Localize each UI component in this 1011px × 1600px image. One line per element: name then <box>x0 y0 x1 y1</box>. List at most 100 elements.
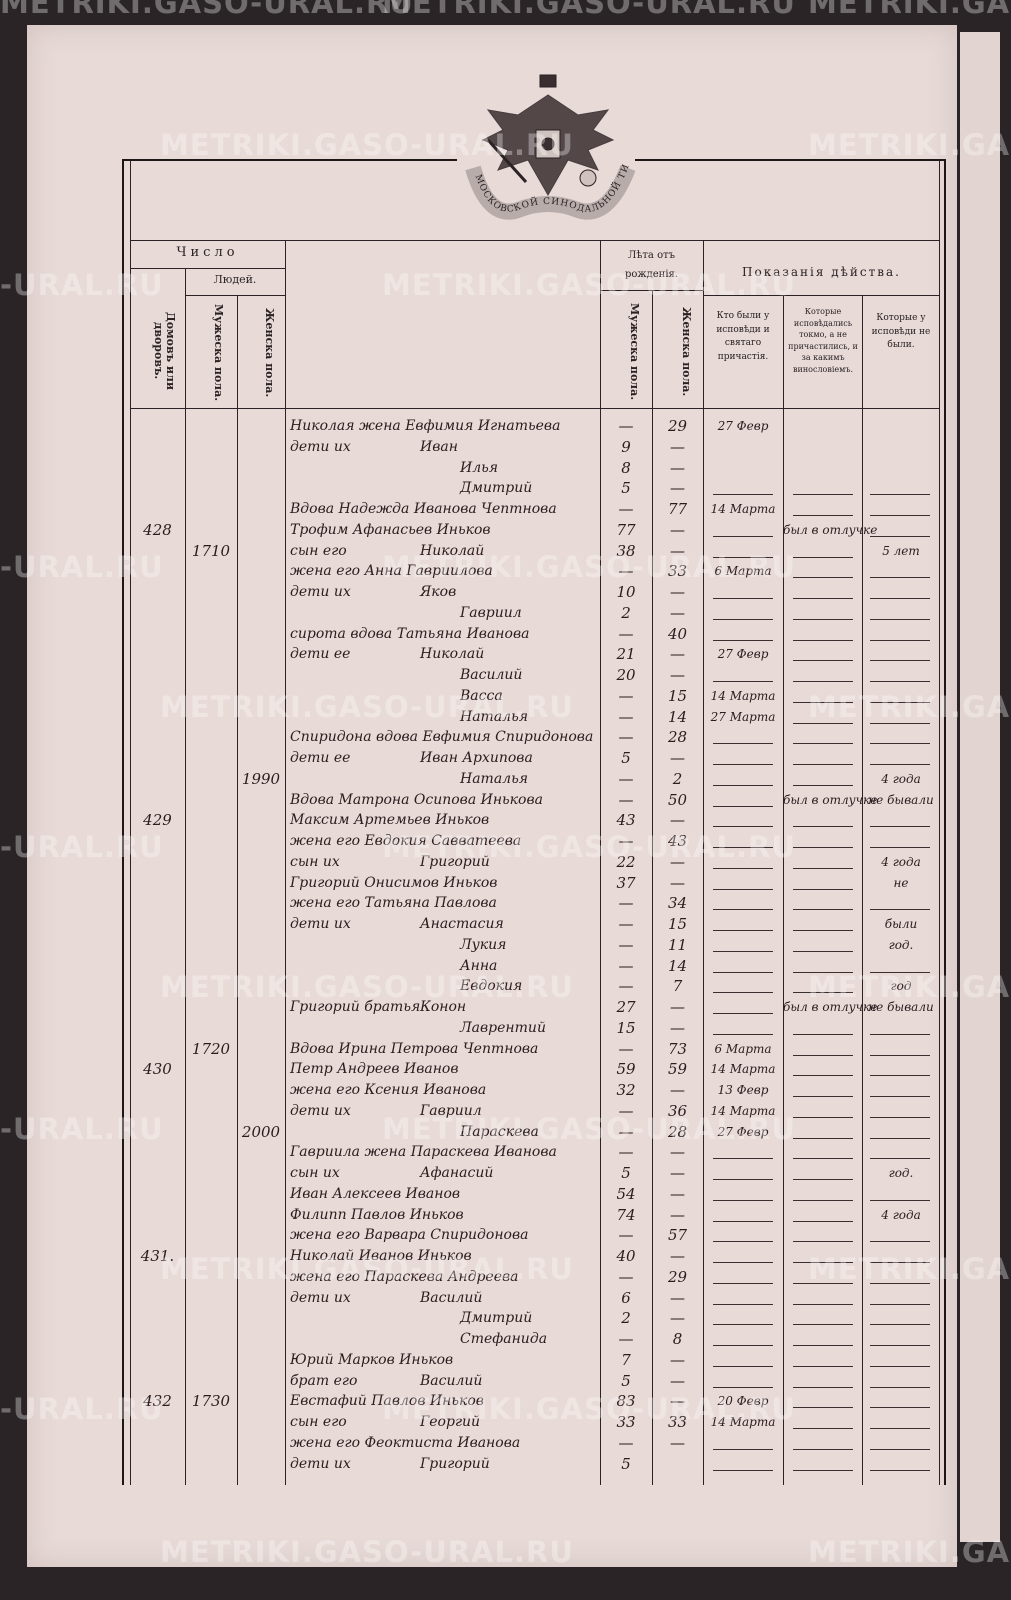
only-confessed-note: был в отлучке <box>783 1000 878 1014</box>
blank-dash <box>870 1324 930 1326</box>
blank-dash <box>870 1345 930 1346</box>
header-leta-female: Женска пола. <box>680 307 693 397</box>
only-confessed-note: был в отлучке <box>783 792 878 807</box>
watermark-text: METRIKI.GASO-URAL.RU <box>808 1252 1011 1286</box>
blank-dash <box>870 1116 930 1118</box>
age-female <box>652 1454 703 1475</box>
watermark-text: -URAL.RU <box>0 1112 164 1146</box>
watermark-text: -URAL.RU <box>0 550 164 584</box>
age-female: — <box>670 1433 685 1452</box>
person-name: Георгий <box>420 1414 481 1430</box>
header-line-leta <box>600 290 703 291</box>
double-headed-eagle-emblem-icon: МОСКОВСКОЙ СИНОДАЛЬНОЙ ТИПОГРАФИИ <box>448 70 636 220</box>
watermark-text: METRIKI.GASO-URAL.RU <box>382 1112 796 1146</box>
blank-dash <box>870 701 930 703</box>
blank-dash <box>870 1033 930 1035</box>
blank-dash <box>793 701 853 703</box>
header-line-pokazaniya <box>703 295 940 296</box>
blank-dash <box>713 1303 773 1305</box>
blank-dash <box>793 639 853 641</box>
blank-dash <box>870 847 930 848</box>
age-male: 2 <box>621 603 631 622</box>
blank-dash <box>870 577 930 579</box>
person-name: Николай <box>420 646 485 663</box>
watermark-text: METRIKI.GASO-URAL.RU <box>382 268 796 302</box>
person-entry: сын их <box>290 1165 340 1181</box>
watermark-text: METRIKI.GASO-URAL.RU <box>160 1252 574 1286</box>
person-name: Григорий <box>420 853 490 870</box>
age-male: — <box>618 707 634 726</box>
col-line-age-male <box>600 240 601 1485</box>
header-female: Женска пола. <box>263 307 276 398</box>
blank-dash <box>870 494 930 496</box>
age-male: — <box>618 1226 634 1245</box>
blank-dash <box>870 1096 930 1097</box>
age-female: — <box>670 1205 685 1224</box>
confessed-date: 14 Марта <box>710 1415 776 1429</box>
blank-dash <box>793 1365 853 1367</box>
age-male: 83 <box>616 1392 636 1411</box>
header-chislo: Число <box>176 245 239 260</box>
blank-dash <box>713 784 773 786</box>
age-female: 14 <box>667 707 688 726</box>
person-entry: сирота вдова Татьяна Иванова <box>290 625 530 642</box>
blank-dash <box>793 1096 853 1097</box>
blank-dash <box>713 1179 773 1180</box>
blank-dash <box>713 888 773 890</box>
age-female: 33 <box>667 1413 688 1431</box>
age-male: — <box>618 790 634 809</box>
not-confessed-note: год <box>890 979 912 994</box>
not-confessed-note: не бывали <box>868 792 934 807</box>
blank-dash <box>793 1033 853 1035</box>
col-line-only-confessed <box>783 295 784 1485</box>
blank-dash <box>870 722 930 724</box>
blank-dash <box>793 515 853 516</box>
blank-dash <box>713 1448 773 1450</box>
watermark-text: METRIKI.GASO-URAL.RU <box>808 1535 1011 1569</box>
watermark-text: METRIKI.GASO-URAL.RU <box>160 1535 574 1569</box>
blank-dash <box>793 1282 853 1284</box>
age-male: 10 <box>616 583 636 601</box>
men-total: 1710 <box>191 541 231 560</box>
blank-dash <box>870 535 930 537</box>
person-name: Дмитрий <box>460 1310 533 1327</box>
men-total: 1730 <box>191 1392 231 1411</box>
age-female: 57 <box>667 1226 688 1245</box>
age-male: — <box>618 1101 634 1120</box>
person-name: Анна <box>460 957 498 974</box>
age-male: 59 <box>616 1060 636 1079</box>
person-name: Евдокия <box>460 978 523 995</box>
household-number: 430 <box>143 1060 172 1079</box>
blank-dash <box>713 494 773 496</box>
person-name: Лукия <box>460 936 507 953</box>
age-female: 36 <box>667 1101 688 1120</box>
age-female: — <box>670 479 685 498</box>
age-male: 5 <box>621 479 631 498</box>
watermark-text: METRIKI.GASO-URAL.RU <box>808 0 1011 20</box>
blank-dash <box>870 1469 930 1471</box>
blank-dash <box>870 618 930 620</box>
header-col-only-confessed: Которые исповѣдались токмо, а не причаст… <box>788 307 858 374</box>
age-male: — <box>618 417 634 435</box>
age-male: 33 <box>616 1413 636 1431</box>
not-confessed-note: не <box>893 875 909 890</box>
age-female: — <box>670 852 685 871</box>
watermark-text: METRIKI.GASO-URAL.RU <box>808 970 1011 1004</box>
age-female: — <box>670 1184 685 1203</box>
blank-dash <box>870 764 930 765</box>
person-name: Иван Архипова <box>420 750 533 766</box>
person-entry: жена его Татьяна Павлова <box>290 895 497 912</box>
age-male: 20 <box>616 666 636 684</box>
age-male: 5 <box>621 1164 631 1182</box>
age-female: — <box>670 749 685 767</box>
person-name: Василий <box>420 1372 483 1389</box>
person-entry: Филипп Павлов Иньков <box>290 1206 464 1223</box>
watermark-text: METRIKI.GASO-URAL.RU <box>160 690 574 724</box>
age-female: 2 <box>672 769 683 788</box>
not-confessed-note: были <box>884 917 918 931</box>
age-male: — <box>618 956 634 975</box>
blank-dash <box>793 909 853 911</box>
blank-dash <box>870 743 930 745</box>
blank-dash <box>870 1054 930 1056</box>
age-female: — <box>670 1371 685 1390</box>
